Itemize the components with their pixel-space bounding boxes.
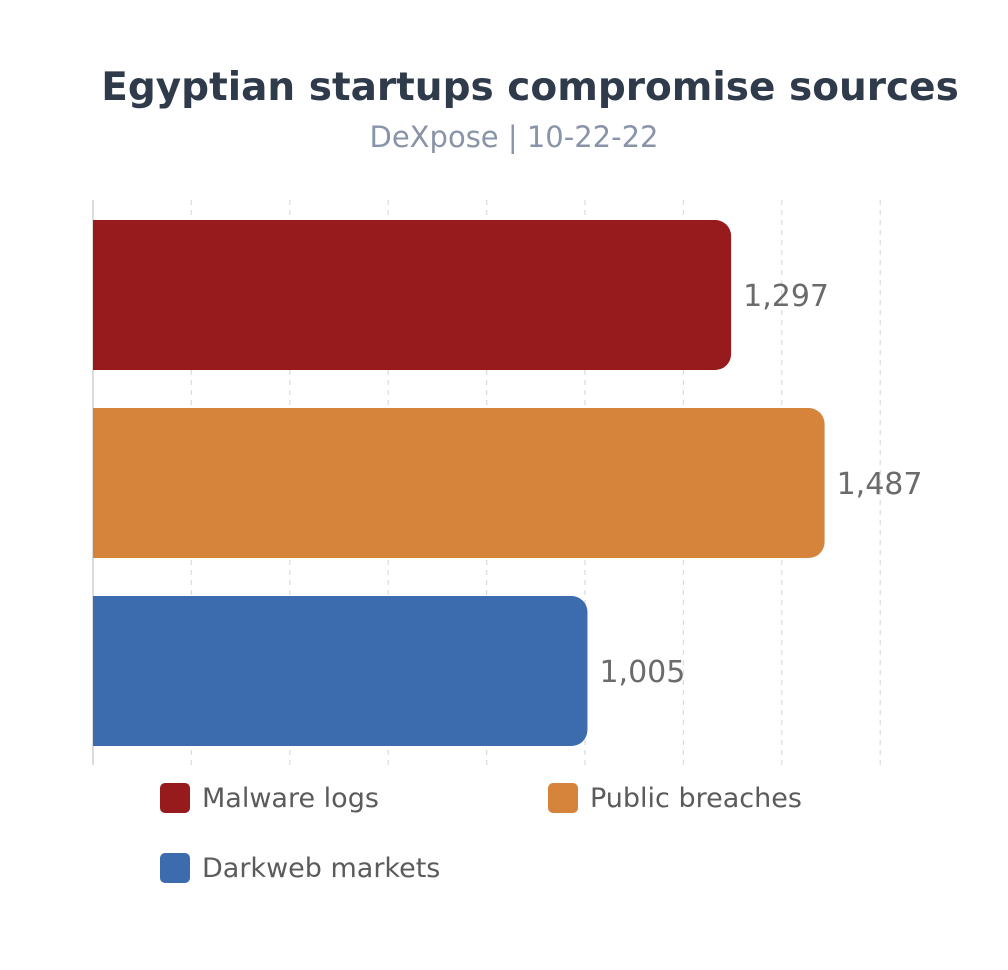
legend: Malware logs Public breaches Darkweb marke… xyxy=(160,783,802,884)
chart-subtitle: DeXpose | 10-22-22 xyxy=(370,120,659,154)
legend-swatch-darkweb-markets xyxy=(160,853,190,883)
bar-public-breaches xyxy=(93,408,825,558)
legend-swatch-public-breaches xyxy=(548,783,578,813)
chart-title: Egyptian startups compromise sources xyxy=(101,65,959,110)
legend-label-malware-logs: Malware logs xyxy=(202,783,379,814)
value-label-malware-logs: 1,297 xyxy=(743,279,829,314)
value-labels: 1,297 1,487 1,005 xyxy=(599,279,922,690)
bar-malware-logs xyxy=(93,220,732,370)
legend-swatch-malware-logs xyxy=(160,783,190,813)
value-label-public-breaches: 1,487 xyxy=(837,467,923,502)
bars xyxy=(93,220,825,746)
bar-darkweb-markets xyxy=(93,596,588,746)
legend-label-public-breaches: Public breaches xyxy=(590,783,802,814)
legend-label-darkweb-markets: Darkweb markets xyxy=(202,853,440,884)
value-label-darkweb-markets: 1,005 xyxy=(599,655,685,690)
